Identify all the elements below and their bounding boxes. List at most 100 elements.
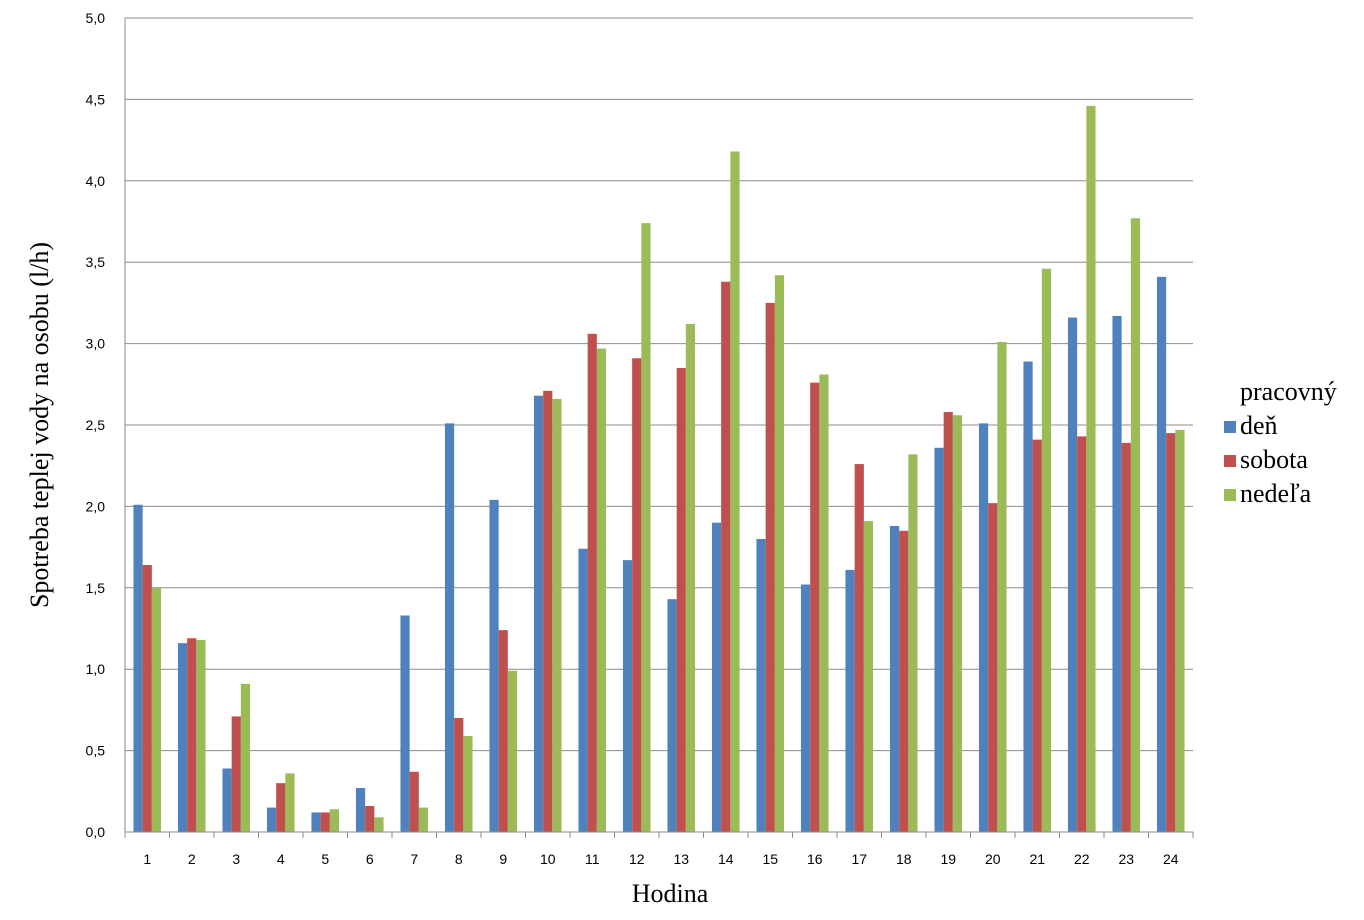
bar-nedeľa-18 xyxy=(908,454,918,832)
bar-nedeľa-9 xyxy=(507,670,518,832)
bar-nedeľa-19 xyxy=(952,415,963,832)
bar-nedeľa-21 xyxy=(1041,268,1052,832)
bar-sobota-2 xyxy=(187,638,197,832)
bar-deň-11 xyxy=(578,548,588,832)
bar-nedeľa-2 xyxy=(196,639,206,832)
legend-swatch-deň xyxy=(1224,421,1236,433)
bar-deň-24 xyxy=(1156,276,1167,832)
bars xyxy=(133,105,1185,833)
axes xyxy=(124,18,1194,838)
bar-sobota-8 xyxy=(454,718,464,832)
bar-deň-14 xyxy=(711,522,722,832)
bar-deň-4 xyxy=(266,807,277,832)
bar-sobota-14 xyxy=(721,281,731,833)
bar-sobota-3 xyxy=(231,716,241,832)
x-tick-label: 16 xyxy=(807,851,823,867)
bar-deň-5 xyxy=(311,812,321,832)
bar-nedeľa-10 xyxy=(552,398,562,832)
x-tick-label: 14 xyxy=(718,851,734,867)
bar-nedeľa-12 xyxy=(641,223,651,833)
bar-sobota-20 xyxy=(988,503,998,832)
x-tick-label: 11 xyxy=(585,851,600,867)
x-tick-label: 24 xyxy=(1163,851,1179,867)
bar-deň-18 xyxy=(889,525,900,832)
x-tick-label: 8 xyxy=(455,851,463,867)
bar-nedeľa-11 xyxy=(596,348,607,832)
y-tick-label: 2,0 xyxy=(86,498,106,514)
legend-title: pracovný xyxy=(1240,377,1337,406)
bar-deň-9 xyxy=(489,499,499,832)
x-tick-label: 23 xyxy=(1118,851,1134,867)
bar-sobota-17 xyxy=(854,464,864,832)
bar-sobota-4 xyxy=(276,783,286,832)
bar-nedeľa-23 xyxy=(1130,218,1141,832)
bar-deň-13 xyxy=(667,599,677,832)
x-tick-label: 4 xyxy=(277,851,285,867)
bar-deň-17 xyxy=(845,569,855,832)
bar-nedeľa-14 xyxy=(730,151,740,833)
bar-deň-20 xyxy=(978,423,989,832)
x-tick-label: 15 xyxy=(762,851,778,867)
bar-deň-22 xyxy=(1067,317,1078,832)
y-tick-label: 2,5 xyxy=(86,417,106,433)
bar-sobota-21 xyxy=(1032,439,1042,832)
bar-deň-7 xyxy=(400,615,410,832)
bar-deň-6 xyxy=(355,788,366,832)
bar-deň-10 xyxy=(533,395,544,832)
y-tick-label: 1,5 xyxy=(86,580,106,596)
y-tick-label: 3,5 xyxy=(86,254,106,270)
x-tick-labels: 1 2 3 4 5 6 7 8 9 10 11 12 13 14 15 16 17 18 19 20 21 22 23 24 xyxy=(143,851,1178,867)
y-tick-label: 1,0 xyxy=(86,661,106,677)
y-axis-title: Spotreba teplej vody na osobu (l/h) xyxy=(25,242,54,608)
grid-lines xyxy=(125,17,1193,752)
x-tick-label: 13 xyxy=(673,851,689,867)
x-tick-label: 18 xyxy=(896,851,912,867)
bar-sobota-10 xyxy=(543,390,553,832)
bar-deň-2 xyxy=(177,643,188,832)
y-tick-label: 5,0 xyxy=(86,10,106,26)
bar-nedeľa-16 xyxy=(819,374,829,832)
x-tick-label: 20 xyxy=(985,851,1001,867)
bar-sobota-24 xyxy=(1166,433,1176,832)
x-tick-label: 3 xyxy=(232,851,240,867)
x-tick-label: 12 xyxy=(629,851,645,867)
bar-deň-19 xyxy=(934,447,944,832)
bar-sobota-11 xyxy=(587,333,597,832)
x-tick-label: 21 xyxy=(1029,851,1045,867)
x-tick-label: 10 xyxy=(540,851,556,867)
bar-sobota-19 xyxy=(943,411,953,832)
bar-nedeľa-7 xyxy=(418,807,429,832)
bar-sobota-18 xyxy=(899,530,909,832)
y-tick-labels: 0,0 0,5 1,0 1,5 2,0 2,5 3,0 3,5 4,0 4,5 5,0 xyxy=(86,10,106,840)
bar-nedeľa-3 xyxy=(240,683,251,832)
x-tick-label: 17 xyxy=(851,851,867,867)
x-tick-label: 22 xyxy=(1074,851,1090,867)
bar-deň-3 xyxy=(222,768,232,832)
bar-sobota-15 xyxy=(765,302,775,832)
bar-nedeľa-6 xyxy=(374,817,384,832)
x-tick-label: 1 xyxy=(143,851,151,867)
bar-deň-15 xyxy=(756,538,766,832)
legend-label-deň: deň xyxy=(1240,411,1278,440)
bar-deň-16 xyxy=(800,584,811,832)
bar-sobota-16 xyxy=(810,382,820,832)
x-tick-label: 5 xyxy=(321,851,329,867)
bar-nedeľa-1 xyxy=(151,587,162,832)
bar-deň-8 xyxy=(444,423,455,832)
bar-nedeľa-24 xyxy=(1175,429,1185,832)
bar-sobota-9 xyxy=(498,630,508,832)
bar-nedeľa-20 xyxy=(997,341,1007,832)
bar-sobota-22 xyxy=(1077,436,1087,832)
bar-sobota-1 xyxy=(142,565,152,832)
x-tick-label: 9 xyxy=(499,851,507,867)
x-tick-label: 7 xyxy=(410,851,418,867)
bar-nedeľa-4 xyxy=(285,773,295,832)
x-tick-label: 19 xyxy=(940,851,956,867)
bar-nedeľa-13 xyxy=(685,324,696,832)
legend: pracovný deň sobota nedeľa xyxy=(1224,377,1337,508)
bar-nedeľa-5 xyxy=(329,809,340,832)
bar-sobota-12 xyxy=(632,358,642,832)
bar-deň-23 xyxy=(1112,315,1122,832)
bar-deň-1 xyxy=(133,504,143,832)
